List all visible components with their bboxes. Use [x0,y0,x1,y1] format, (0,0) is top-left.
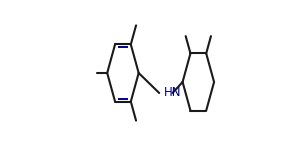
Text: HN: HN [164,86,181,100]
